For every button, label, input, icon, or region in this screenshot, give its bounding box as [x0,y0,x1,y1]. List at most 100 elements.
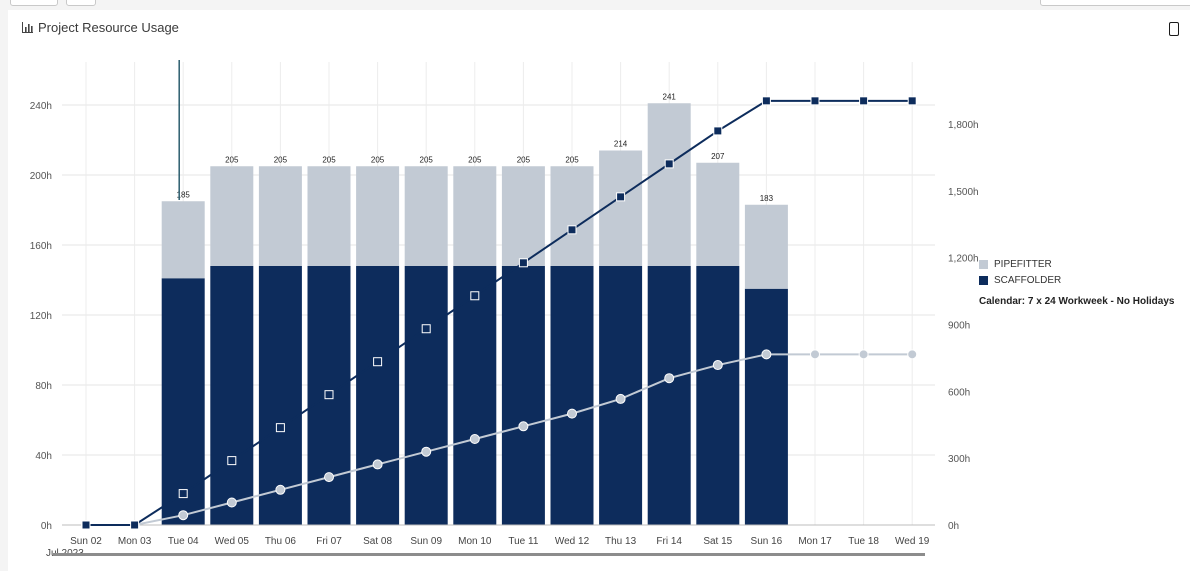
calendar-note: Calendar: 7 x 24 Workweek - No Holidays [979,296,1175,307]
y-tick-label-left: 80h [35,381,52,392]
bar-total-label: 205 [322,155,336,164]
y-tick-label-left: 200h [30,171,52,182]
y-tick-label-left: 40h [35,451,52,462]
bar-total-label: 205 [420,155,434,164]
bar-total-label: 205 [371,155,385,164]
x-tick-label: Sun 02 [70,536,102,547]
bar-pipefitter [161,201,205,279]
x-tick-label: Wed 05 [215,536,250,547]
legend-swatch-scaffolder [979,275,988,285]
chart-header: Project Resource Usage [22,20,179,35]
cumulative-pipefitter-point [615,393,626,404]
cumulative-scaffolder-point [324,390,334,400]
cumulative-scaffolder-point [907,96,917,106]
y-tick-label-right: 600h [948,387,970,398]
bar-chart-icon [22,22,33,33]
x-tick-label: Sun 09 [410,536,442,547]
bar-scaffolder [744,288,788,525]
cumulative-scaffolder-point [373,357,383,367]
bar-pipefitter [501,166,545,266]
legend-label-scaffolder: SCAFFOLDER [994,274,1062,286]
bar-scaffolder [404,266,448,525]
x-tick-label: Sun 16 [751,536,783,547]
bar-total-label: 205 [517,155,531,164]
x-tick-label: Sat 15 [703,536,732,547]
bar-total-label: 183 [760,194,774,203]
bar-pipefitter [307,166,351,266]
page-title: Project Resource Usage [38,20,179,35]
x-tick-label: Mon 10 [458,536,492,547]
y-tick-label-right: 1,500h [948,187,979,198]
cumulative-scaffolder-point [227,456,237,466]
bar-pipefitter [258,166,302,266]
bar-scaffolder [647,266,691,525]
cumulative-scaffolder-point [470,291,480,301]
cumulative-pipefitter-point [178,510,189,521]
bar-total-label: 205 [225,155,239,164]
more-options-icon[interactable] [1169,22,1179,36]
bar-pipefitter [550,166,594,266]
bar-pipefitter [599,150,643,266]
y-tick-label-left: 0h [41,521,52,532]
bar-scaffolder [696,266,740,525]
cumulative-pipefitter-point [372,459,383,470]
toolbar-button[interactable] [66,0,96,6]
bar-pipefitter [744,204,788,289]
cumulative-pipefitter-point [324,472,334,483]
x-tick-label: Tue 04 [168,536,199,547]
cumulative-scaffolder-point [713,126,723,136]
cumulative-pipefitter-point [810,349,820,360]
y-tick-label-right: 0h [948,521,959,532]
x-tick-label: Fri 07 [316,536,342,547]
bar-scaffolder [501,266,545,525]
bar-total-label: 241 [663,92,677,101]
bar-scaffolder [453,266,497,525]
y-tick-label-left: 120h [30,311,52,322]
x-tick-label: Fri 14 [656,536,682,547]
bar-total-label: 205 [468,155,482,164]
cumulative-pipefitter-point [421,446,432,457]
y-tick-label-left: 160h [30,241,52,252]
x-tick-label: Thu 06 [265,536,297,547]
toolbar-field[interactable] [1040,0,1190,6]
cumulative-scaffolder-point [518,258,528,268]
bar-scaffolder [550,266,594,525]
x-tick-label: Thu 13 [605,536,637,547]
bar-scaffolder [161,278,205,525]
cumulative-scaffolder-line [86,99,913,526]
cumulative-scaffolder-point [421,324,431,334]
cumulative-pipefitter-point [761,349,772,360]
chart-scrollbar[interactable] [53,553,925,556]
cumulative-scaffolder-point [130,520,140,530]
chart-legend: PIPEFITTER SCAFFOLDER Calendar: 7 x 24 W… [979,256,1174,307]
legend-label-pipefitter: PIPEFITTER [994,258,1052,270]
cumulative-pipefitter-point [712,360,723,371]
chart-panel: Project Resource Usage [8,10,1190,571]
cumulative-scaffolder-point [616,192,626,202]
cumulative-pipefitter-point [858,349,869,360]
cumulative-scaffolder-point [275,423,285,433]
x-tick-label: Wed 12 [555,536,590,547]
cumulative-pipefitter-point [567,408,577,419]
cumulative-pipefitter-point [469,434,480,445]
legend-item-pipefitter[interactable]: PIPEFITTER [979,256,1174,272]
bar-pipefitter [404,166,448,266]
x-tick-label: Wed 19 [895,536,930,547]
bar-total-label: 207 [711,152,725,161]
cumulative-pipefitter-point [664,373,675,384]
x-tick-label: Mon 03 [118,536,152,547]
toolbar-button[interactable] [10,0,58,6]
cumulative-pipefitter-point [907,349,918,360]
y-tick-label-right: 1,800h [948,120,979,131]
bar-pipefitter [356,166,400,266]
bar-scaffolder [356,266,400,525]
y-tick-label-right: 900h [948,321,970,332]
legend-item-scaffolder[interactable]: SCAFFOLDER [979,272,1174,288]
x-tick-label: Tue 11 [508,536,538,547]
y-tick-label-left: 240h [30,101,52,112]
y-tick-label-right: 1,200h [948,254,979,265]
cumulative-pipefitter-point [275,484,286,495]
cumulative-scaffolder-point [810,96,820,106]
cumulative-scaffolder-point [178,489,188,499]
